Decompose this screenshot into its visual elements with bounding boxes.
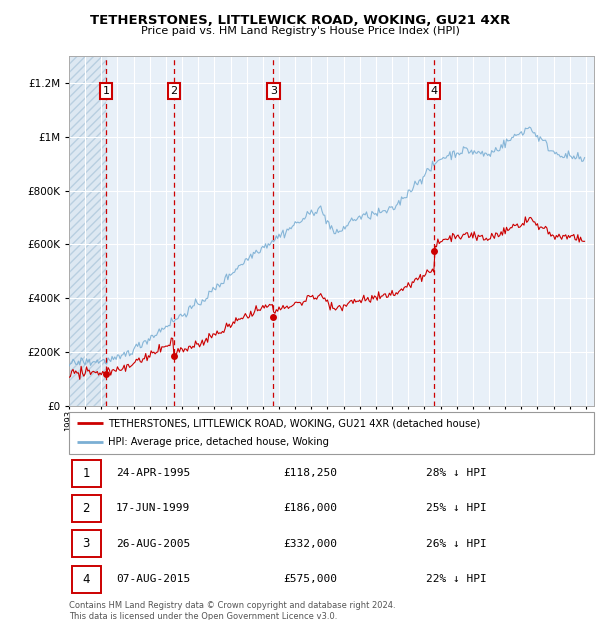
Text: 3: 3 xyxy=(270,86,277,96)
Text: 26% ↓ HPI: 26% ↓ HPI xyxy=(426,539,487,549)
Text: TETHERSTONES, LITTLEWICK ROAD, WOKING, GU21 4XR: TETHERSTONES, LITTLEWICK ROAD, WOKING, G… xyxy=(90,14,510,27)
Text: 3: 3 xyxy=(82,538,90,550)
Text: HPI: Average price, detached house, Woking: HPI: Average price, detached house, Woki… xyxy=(109,438,329,448)
Text: £332,000: £332,000 xyxy=(284,539,337,549)
Bar xyxy=(69,56,106,406)
Text: Price paid vs. HM Land Registry's House Price Index (HPI): Price paid vs. HM Land Registry's House … xyxy=(140,26,460,36)
Bar xyxy=(69,56,106,406)
Text: £575,000: £575,000 xyxy=(284,574,337,584)
Text: £118,250: £118,250 xyxy=(284,468,337,478)
FancyBboxPatch shape xyxy=(71,459,101,487)
FancyBboxPatch shape xyxy=(71,565,101,593)
Text: 2: 2 xyxy=(170,86,178,96)
Text: 22% ↓ HPI: 22% ↓ HPI xyxy=(426,574,487,584)
FancyBboxPatch shape xyxy=(71,530,101,557)
Text: 2: 2 xyxy=(82,502,90,515)
Text: £186,000: £186,000 xyxy=(284,503,337,513)
Text: 25% ↓ HPI: 25% ↓ HPI xyxy=(426,503,487,513)
Text: 1: 1 xyxy=(103,86,110,96)
Text: 07-AUG-2015: 07-AUG-2015 xyxy=(116,574,190,584)
FancyBboxPatch shape xyxy=(71,495,101,522)
Text: 26-AUG-2005: 26-AUG-2005 xyxy=(116,539,190,549)
Text: 28% ↓ HPI: 28% ↓ HPI xyxy=(426,468,487,478)
Text: Contains HM Land Registry data © Crown copyright and database right 2024.
This d: Contains HM Land Registry data © Crown c… xyxy=(69,601,395,620)
Text: 24-APR-1995: 24-APR-1995 xyxy=(116,468,190,478)
Text: 1: 1 xyxy=(82,467,90,479)
Text: 4: 4 xyxy=(82,573,90,585)
FancyBboxPatch shape xyxy=(69,412,594,454)
Text: TETHERSTONES, LITTLEWICK ROAD, WOKING, GU21 4XR (detached house): TETHERSTONES, LITTLEWICK ROAD, WOKING, G… xyxy=(109,418,481,428)
Text: 17-JUN-1999: 17-JUN-1999 xyxy=(116,503,190,513)
Text: 4: 4 xyxy=(431,86,437,96)
